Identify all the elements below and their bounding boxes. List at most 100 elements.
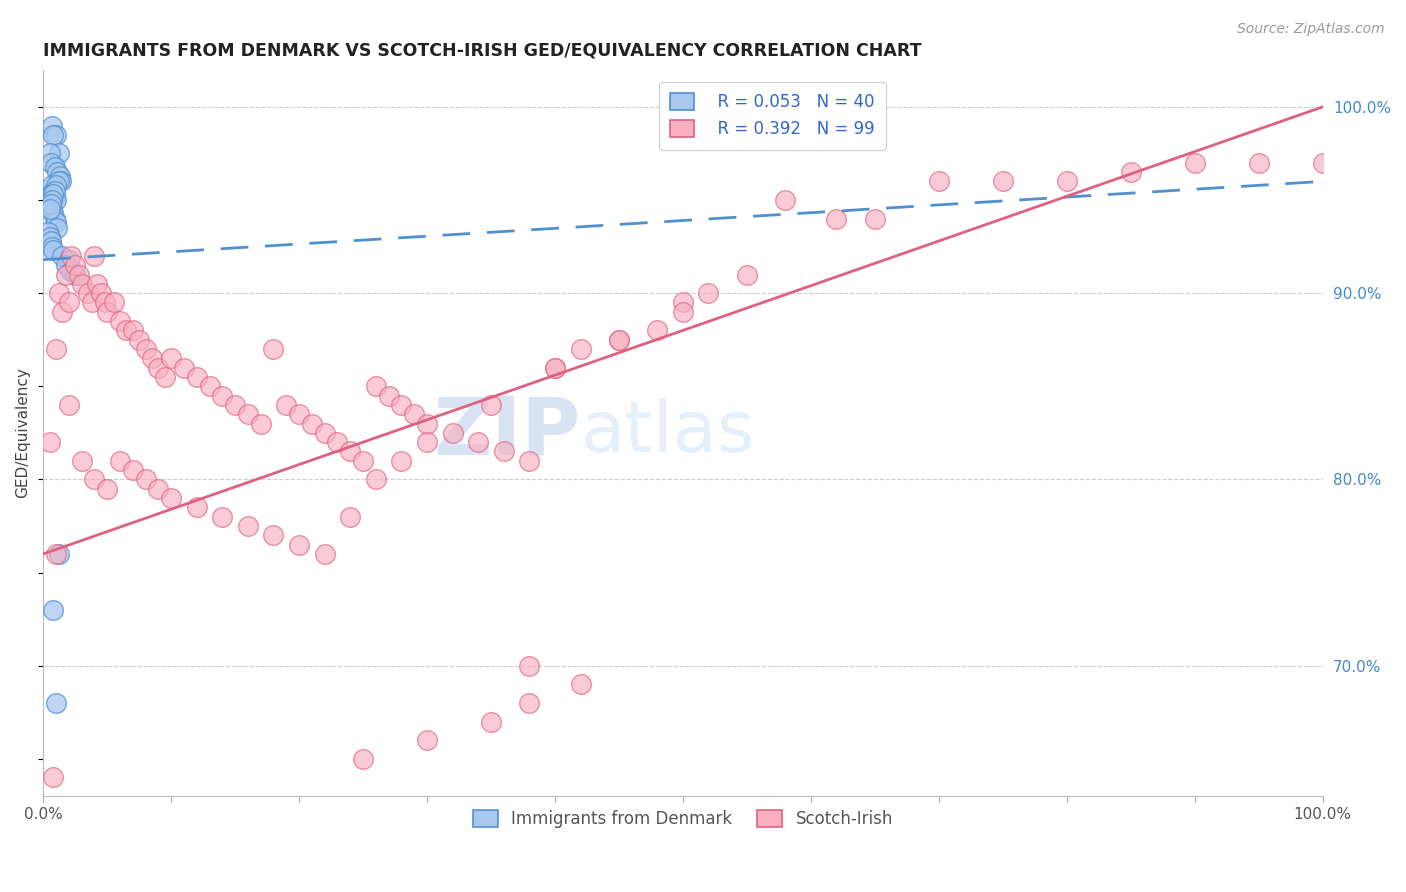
Point [314,425,336,440]
Point [45,696,67,710]
Point [39,234,62,248]
Point [48,286,70,301]
Point [51,305,73,319]
Point [773,193,796,207]
Point [1184,155,1206,169]
Point [339,509,361,524]
Point [928,174,950,188]
Point [672,305,695,319]
Point [108,454,131,468]
Point [58,295,80,310]
Point [364,379,387,393]
Point [49,174,72,188]
Point [519,454,541,468]
Point [38,230,60,244]
Point [492,444,515,458]
Point [160,491,183,505]
Point [83,249,105,263]
Point [326,435,349,450]
Point [46,221,69,235]
Point [63,258,86,272]
Point [377,389,399,403]
Point [60,249,83,263]
Point [39,196,62,211]
Point [1247,155,1270,169]
Point [45,547,67,561]
Point [45,193,67,207]
Point [173,360,195,375]
Point [93,295,115,310]
Point [364,472,387,486]
Point [263,342,285,356]
Point [41,178,63,193]
Text: Source: ZipAtlas.com: Source: ZipAtlas.com [1237,22,1385,37]
Point [314,547,336,561]
Point [198,379,221,393]
Point [39,155,62,169]
Point [607,333,630,347]
Point [544,360,567,375]
Point [55,258,77,272]
Point [108,314,131,328]
Point [37,225,59,239]
Point [41,119,63,133]
Point [42,771,65,785]
Point [70,454,93,468]
Point [1119,165,1142,179]
Point [42,184,65,198]
Point [735,268,758,282]
Point [416,417,439,431]
Point [44,160,66,174]
Point [416,733,439,747]
Point [479,398,502,412]
Text: IMMIGRANTS FROM DENMARK VS SCOTCH-IRISH GED/EQUIVALENCY CORRELATION CHART: IMMIGRANTS FROM DENMARK VS SCOTCH-IRISH … [44,42,922,60]
Point [38,435,60,450]
Point [83,472,105,486]
Point [301,417,323,431]
Point [352,454,374,468]
Point [211,509,233,524]
Point [1056,174,1078,188]
Point [404,407,426,421]
Point [288,538,311,552]
Y-axis label: GED/Equivalency: GED/Equivalency [15,368,30,499]
Point [39,196,62,211]
Point [519,696,541,710]
Point [45,178,67,193]
Point [825,211,848,226]
Point [645,323,668,337]
Point [44,184,66,198]
Point [51,249,73,263]
Text: ZIP: ZIP [433,394,581,472]
Point [46,165,69,179]
Point [479,714,502,729]
Point [697,286,720,301]
Point [44,211,66,226]
Point [135,472,157,486]
Point [42,128,65,142]
Point [236,407,259,421]
Point [991,174,1014,188]
Point [467,435,489,450]
Point [276,398,298,412]
Point [80,295,103,310]
Legend: Immigrants from Denmark, Scotch-Irish: Immigrants from Denmark, Scotch-Irish [467,804,900,835]
Point [607,333,630,347]
Point [70,277,93,291]
Point [96,482,118,496]
Point [135,342,157,356]
Point [58,252,80,267]
Point [86,277,108,291]
Point [148,360,170,375]
Point [96,305,118,319]
Point [42,187,65,202]
Point [38,146,60,161]
Text: atlas: atlas [581,399,755,467]
Point [186,500,208,515]
Point [45,215,67,229]
Point [45,128,67,142]
Point [263,528,285,542]
Point [103,295,125,310]
Point [41,202,63,217]
Point [115,323,138,337]
